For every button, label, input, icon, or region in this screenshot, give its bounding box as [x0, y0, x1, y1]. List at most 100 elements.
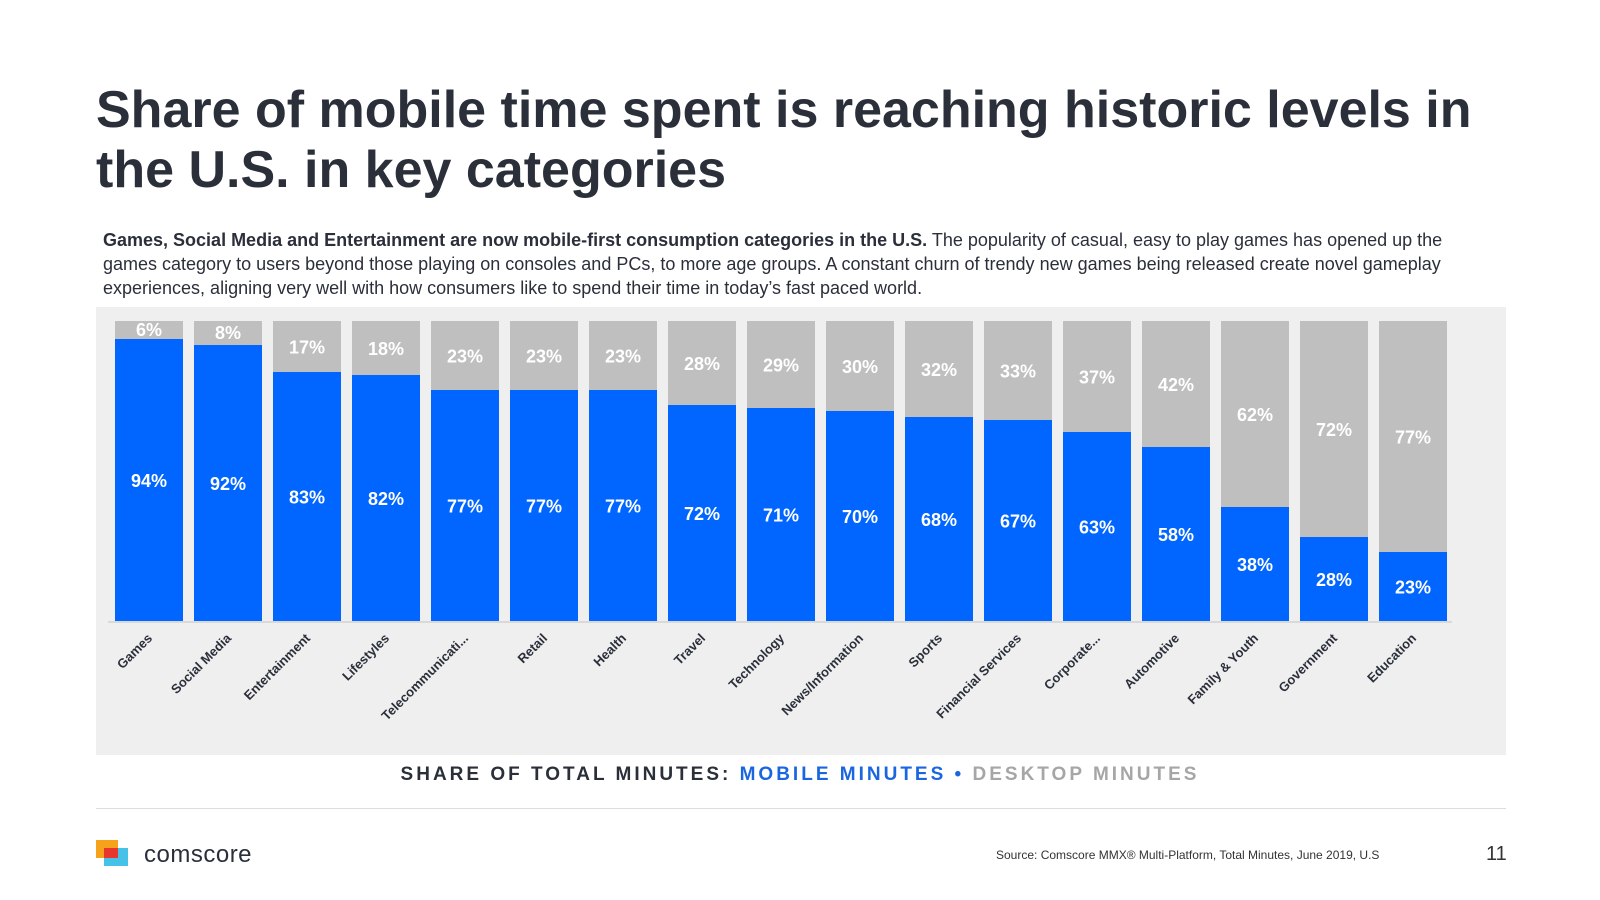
bar-desktop-15 [1300, 321, 1368, 537]
description-text: The popularity of casual, easy to play g… [103, 230, 1443, 298]
data-label-mobile: 72% [684, 504, 720, 524]
data-label-desktop: 37% [1079, 368, 1115, 388]
data-label-mobile: 28% [1316, 570, 1352, 590]
data-label-mobile: 23% [1395, 578, 1431, 598]
bar-desktop-7 [668, 321, 736, 405]
bar-mobile-13 [1142, 447, 1210, 621]
source-note: Source: Comscore MMX® Multi-Platform, To… [996, 848, 1380, 862]
chart-panel: 6% 94% Games 8% 92% Social Media 17% 83% Enterta… [96, 307, 1506, 755]
data-label-desktop: 72% [1316, 420, 1352, 440]
x-tick-label: Health [590, 630, 629, 669]
data-label-mobile: 38% [1237, 555, 1273, 575]
data-label-desktop: 23% [526, 347, 562, 367]
bar-desktop-6 [589, 321, 657, 390]
data-label-mobile: 68% [921, 510, 957, 530]
x-tick-label: Telecommunicati... [378, 631, 471, 724]
bar-mobile-12 [1063, 432, 1131, 621]
chart-legend: SHARE OF TOTAL MINUTES: MOBILE MINUTES •… [0, 764, 1600, 786]
bar-mobile-7 [668, 405, 736, 621]
data-label-desktop: 32% [921, 360, 957, 380]
data-label-mobile: 63% [1079, 518, 1115, 538]
bar-desktop-3 [352, 321, 420, 375]
x-tick-label: Entertainment [241, 630, 314, 703]
data-label-mobile: 71% [763, 506, 799, 526]
data-label-mobile: 83% [289, 488, 325, 508]
x-tick-label: Travel [671, 631, 708, 668]
data-label-mobile: 82% [368, 489, 404, 509]
bar-desktop-4 [431, 321, 499, 390]
x-tick-label: Government [1275, 630, 1340, 695]
data-label-desktop: 6% [136, 320, 162, 340]
bar-mobile-14 [1221, 507, 1289, 621]
bar-mobile-1 [194, 345, 262, 621]
data-label-desktop: 18% [368, 339, 404, 359]
bar-desktop-0 [115, 321, 183, 339]
x-tick-label: Automotive [1121, 631, 1182, 692]
legend-separator: • [946, 764, 973, 785]
data-label-desktop: 8% [215, 323, 241, 343]
bar-desktop-8 [747, 321, 815, 408]
bar-desktop-5 [510, 321, 578, 390]
x-tick-label: Financial Services [933, 631, 1024, 722]
bar-mobile-8 [747, 408, 815, 621]
data-label-desktop: 30% [842, 357, 878, 377]
x-tick-label: Lifestyles [339, 631, 392, 684]
x-tick-label: News/Information [778, 630, 866, 718]
description-lead: Games, Social Media and Entertainment ar… [103, 230, 928, 250]
bar-desktop-11 [984, 321, 1052, 420]
x-tick-label: Social Media [168, 630, 235, 697]
bar-desktop-2 [273, 321, 341, 372]
bar-desktop-1 [194, 321, 262, 345]
bar-desktop-16 [1379, 321, 1447, 552]
bar-mobile-16 [1379, 552, 1447, 621]
data-label-desktop: 33% [1000, 362, 1036, 382]
data-label-desktop: 23% [605, 347, 641, 367]
data-label-mobile: 94% [131, 471, 167, 491]
data-label-desktop: 42% [1158, 375, 1194, 395]
comscore-logo: comscore [96, 840, 252, 870]
x-tick-label: Games [114, 631, 155, 672]
data-label-mobile: 67% [1000, 512, 1036, 532]
bar-mobile-4 [431, 390, 499, 621]
bar-mobile-5 [510, 390, 578, 621]
data-label-mobile: 58% [1158, 525, 1194, 545]
bar-desktop-12 [1063, 321, 1131, 432]
bar-desktop-10 [905, 321, 973, 417]
bar-desktop-9 [826, 321, 894, 411]
x-tick-label: Sports [905, 631, 945, 671]
data-label-mobile: 70% [842, 507, 878, 527]
bar-desktop-14 [1221, 321, 1289, 507]
data-label-mobile: 92% [210, 474, 246, 494]
data-label-desktop: 62% [1237, 405, 1273, 425]
x-tick-label: Technology [726, 630, 788, 692]
x-tick-label: Retail [514, 631, 550, 667]
data-label-desktop: 17% [289, 338, 325, 358]
page-number: 11 [1486, 843, 1507, 865]
legend-mobile: MOBILE MINUTES [739, 764, 947, 785]
bar-mobile-0 [115, 339, 183, 621]
data-label-desktop: 77% [1395, 428, 1431, 448]
x-tick-label: Education [1364, 630, 1419, 685]
comscore-logo-icon [96, 840, 132, 870]
x-tick-label: Family & Youth [1184, 630, 1261, 707]
bar-mobile-11 [984, 420, 1052, 621]
data-label-desktop: 28% [684, 354, 720, 374]
data-label-desktop: 23% [447, 347, 483, 367]
bar-mobile-6 [589, 390, 657, 621]
legend-desktop: DESKTOP MINUTES [972, 764, 1200, 785]
bar-desktop-13 [1142, 321, 1210, 447]
bar-mobile-10 [905, 417, 973, 621]
bar-mobile-9 [826, 411, 894, 621]
data-label-desktop: 29% [763, 356, 799, 376]
bar-mobile-3 [352, 375, 420, 621]
stacked-bar-chart: 6% 94% Games 8% 92% Social Media 17% 83% Enterta… [108, 320, 1452, 724]
bar-mobile-2 [273, 372, 341, 621]
bar-mobile-15 [1300, 537, 1368, 621]
slide-title: Share of mobile time spent is reaching h… [96, 81, 1472, 199]
data-label-mobile: 77% [526, 497, 562, 517]
logo-text: comscore [144, 841, 253, 868]
slide-description: Games, Social Media and Entertainment ar… [103, 228, 1483, 300]
legend-lead: SHARE OF TOTAL MINUTES: [400, 764, 740, 785]
x-tick-label: Corporate... [1041, 631, 1103, 693]
data-label-mobile: 77% [447, 497, 483, 517]
